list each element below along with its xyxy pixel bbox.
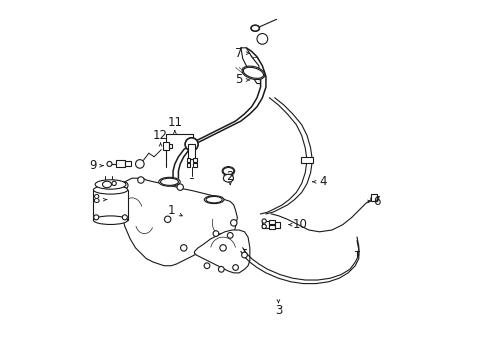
Circle shape: [257, 33, 267, 44]
Circle shape: [107, 161, 112, 166]
Text: 12: 12: [153, 129, 168, 142]
Polygon shape: [194, 230, 249, 273]
Ellipse shape: [95, 180, 126, 189]
Bar: [124, 161, 131, 166]
Circle shape: [122, 182, 128, 189]
Circle shape: [138, 177, 144, 183]
Text: 3: 3: [274, 304, 282, 317]
Circle shape: [218, 266, 224, 272]
Ellipse shape: [250, 25, 259, 31]
Circle shape: [122, 215, 127, 220]
Bar: [186, 158, 190, 162]
Circle shape: [227, 233, 233, 238]
Ellipse shape: [204, 196, 224, 203]
Ellipse shape: [102, 181, 111, 188]
Ellipse shape: [222, 167, 234, 176]
Circle shape: [213, 231, 218, 237]
Text: 4: 4: [319, 175, 326, 188]
Bar: [188, 144, 195, 158]
Ellipse shape: [112, 181, 116, 185]
Text: 6: 6: [372, 195, 380, 208]
Ellipse shape: [159, 177, 180, 186]
Text: 9: 9: [89, 159, 96, 172]
Text: 1: 1: [167, 204, 175, 217]
Circle shape: [232, 265, 238, 270]
Ellipse shape: [184, 138, 198, 151]
Ellipse shape: [93, 185, 127, 194]
Bar: [193, 158, 196, 162]
Text: 7: 7: [235, 47, 243, 60]
Circle shape: [180, 245, 186, 251]
Ellipse shape: [370, 196, 378, 202]
Bar: [93, 190, 127, 220]
Ellipse shape: [223, 174, 233, 182]
Polygon shape: [241, 48, 260, 84]
Ellipse shape: [242, 66, 264, 80]
Text: 2: 2: [226, 170, 233, 183]
Circle shape: [164, 216, 171, 222]
Text: 11: 11: [167, 116, 182, 129]
Circle shape: [135, 159, 144, 168]
Circle shape: [177, 184, 183, 190]
Text: 8: 8: [92, 193, 100, 206]
Bar: [370, 194, 376, 202]
Circle shape: [94, 215, 99, 220]
Bar: [262, 221, 268, 228]
Bar: [186, 163, 190, 167]
Circle shape: [262, 219, 266, 223]
Circle shape: [230, 220, 237, 226]
Text: 10: 10: [292, 218, 306, 231]
Bar: [268, 220, 275, 224]
Bar: [116, 160, 124, 167]
Circle shape: [241, 252, 247, 258]
Bar: [168, 144, 172, 148]
Bar: [193, 163, 196, 167]
Bar: [268, 225, 275, 229]
Circle shape: [203, 263, 209, 269]
Text: 5: 5: [235, 73, 243, 86]
Circle shape: [220, 245, 226, 251]
Polygon shape: [116, 178, 237, 266]
Bar: [300, 157, 312, 163]
Bar: [163, 142, 168, 150]
Circle shape: [262, 224, 266, 229]
Ellipse shape: [93, 216, 127, 225]
Bar: [275, 222, 279, 228]
